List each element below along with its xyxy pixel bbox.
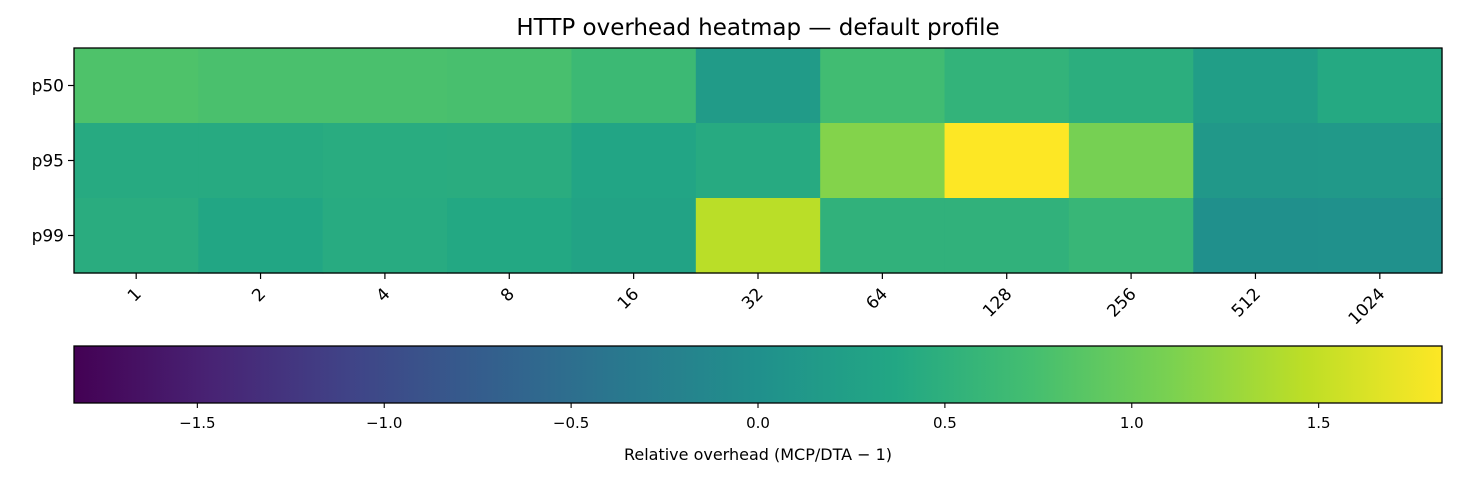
heatmap-cell-p50-128 [944, 48, 1070, 124]
heatmap-cell-p99-1 [74, 198, 199, 274]
heatmap-cell-p99-4 [322, 198, 448, 274]
heatmap-cell-p50-4 [322, 48, 448, 124]
colorbar: −1.5 −1.0 −0.5 0.0 0.5 1.0 1.5 [73, 345, 1443, 432]
heatmap-cell-p50-8 [447, 48, 573, 124]
heatmap-cell-p99-64 [820, 198, 946, 274]
x-tick-label-4: 4 [373, 284, 395, 306]
x-tick-label-8: 8 [497, 284, 519, 306]
heatmap-cell-p50-512 [1193, 48, 1319, 124]
x-axis: 1 2 4 8 16 32 64 128 256 512 1024 [124, 273, 1389, 329]
y-axis: p50 p95 p99 [32, 77, 74, 247]
heatmap-cell-p50-32 [695, 48, 821, 124]
heatmap-cells [74, 48, 1443, 274]
heatmap-cell-p95-8 [447, 123, 573, 199]
colorbar-tick-label: 1.5 [1307, 414, 1331, 432]
chart-title: HTTP overhead heatmap — default profile [516, 15, 999, 41]
colorbar-tick-label: 0.5 [933, 414, 957, 432]
heatmap-cell-p50-2 [198, 48, 324, 124]
y-tick-label-p50: p50 [32, 77, 64, 97]
x-tick-label-128: 128 [979, 284, 1016, 321]
x-tick-label-256: 256 [1104, 284, 1141, 321]
heatmap-cell-p95-32 [695, 123, 821, 199]
colorbar-label: Relative overhead (MCP/DTA − 1) [624, 445, 892, 464]
heatmap-cell-p95-512 [1193, 123, 1319, 199]
x-tick-label-512: 512 [1228, 284, 1265, 321]
x-tick-label-1: 1 [124, 284, 146, 306]
x-tick-label-64: 64 [862, 284, 891, 313]
heatmap-cell-p99-16 [571, 198, 697, 274]
heatmap-cell-p50-256 [1068, 48, 1194, 124]
heatmap-cell-p95-1024 [1317, 123, 1443, 199]
heatmap-cell-p99-512 [1193, 198, 1319, 274]
heatmap-cell-p50-64 [820, 48, 946, 124]
colorbar-tick-label: 1.0 [1120, 414, 1144, 432]
y-tick-label-p99: p99 [32, 227, 64, 247]
heatmap-cell-p50-1 [74, 48, 199, 124]
heatmap-cell-p95-256 [1068, 123, 1194, 199]
heatmap-cell-p99-128 [944, 198, 1070, 274]
colorbar-tick-label: −0.5 [553, 414, 589, 432]
heatmap-cell-p99-8 [447, 198, 573, 274]
heatmap-cell-p95-16 [571, 123, 697, 199]
colorbar-tick-label: 0.0 [746, 414, 770, 432]
colorbar-tick-label: −1.0 [366, 414, 402, 432]
x-tick-label-16: 16 [614, 284, 643, 313]
heatmap-cell-p99-256 [1068, 198, 1194, 274]
heatmap-cell-p95-1 [74, 123, 199, 199]
x-tick-label-32: 32 [738, 284, 767, 313]
heatmap-cell-p95-2 [198, 123, 324, 199]
colorbar-gradient [73, 345, 1443, 404]
x-tick-label-1024: 1024 [1345, 284, 1390, 329]
heatmap-cell-p99-1024 [1317, 198, 1443, 274]
x-tick-label-2: 2 [248, 284, 270, 306]
heatmap-cell-p95-64 [820, 123, 946, 199]
heatmap-cell-p50-16 [571, 48, 697, 124]
heatmap-cell-p99-32 [695, 198, 821, 274]
heatmap-cell-p99-2 [198, 198, 324, 274]
heatmap-cell-p95-128 [944, 123, 1070, 199]
y-tick-label-p95: p95 [32, 152, 64, 172]
colorbar-tick-label: −1.5 [179, 414, 215, 432]
heatmap-cell-p95-4 [322, 123, 448, 199]
heatmap-cell-p50-1024 [1317, 48, 1443, 124]
